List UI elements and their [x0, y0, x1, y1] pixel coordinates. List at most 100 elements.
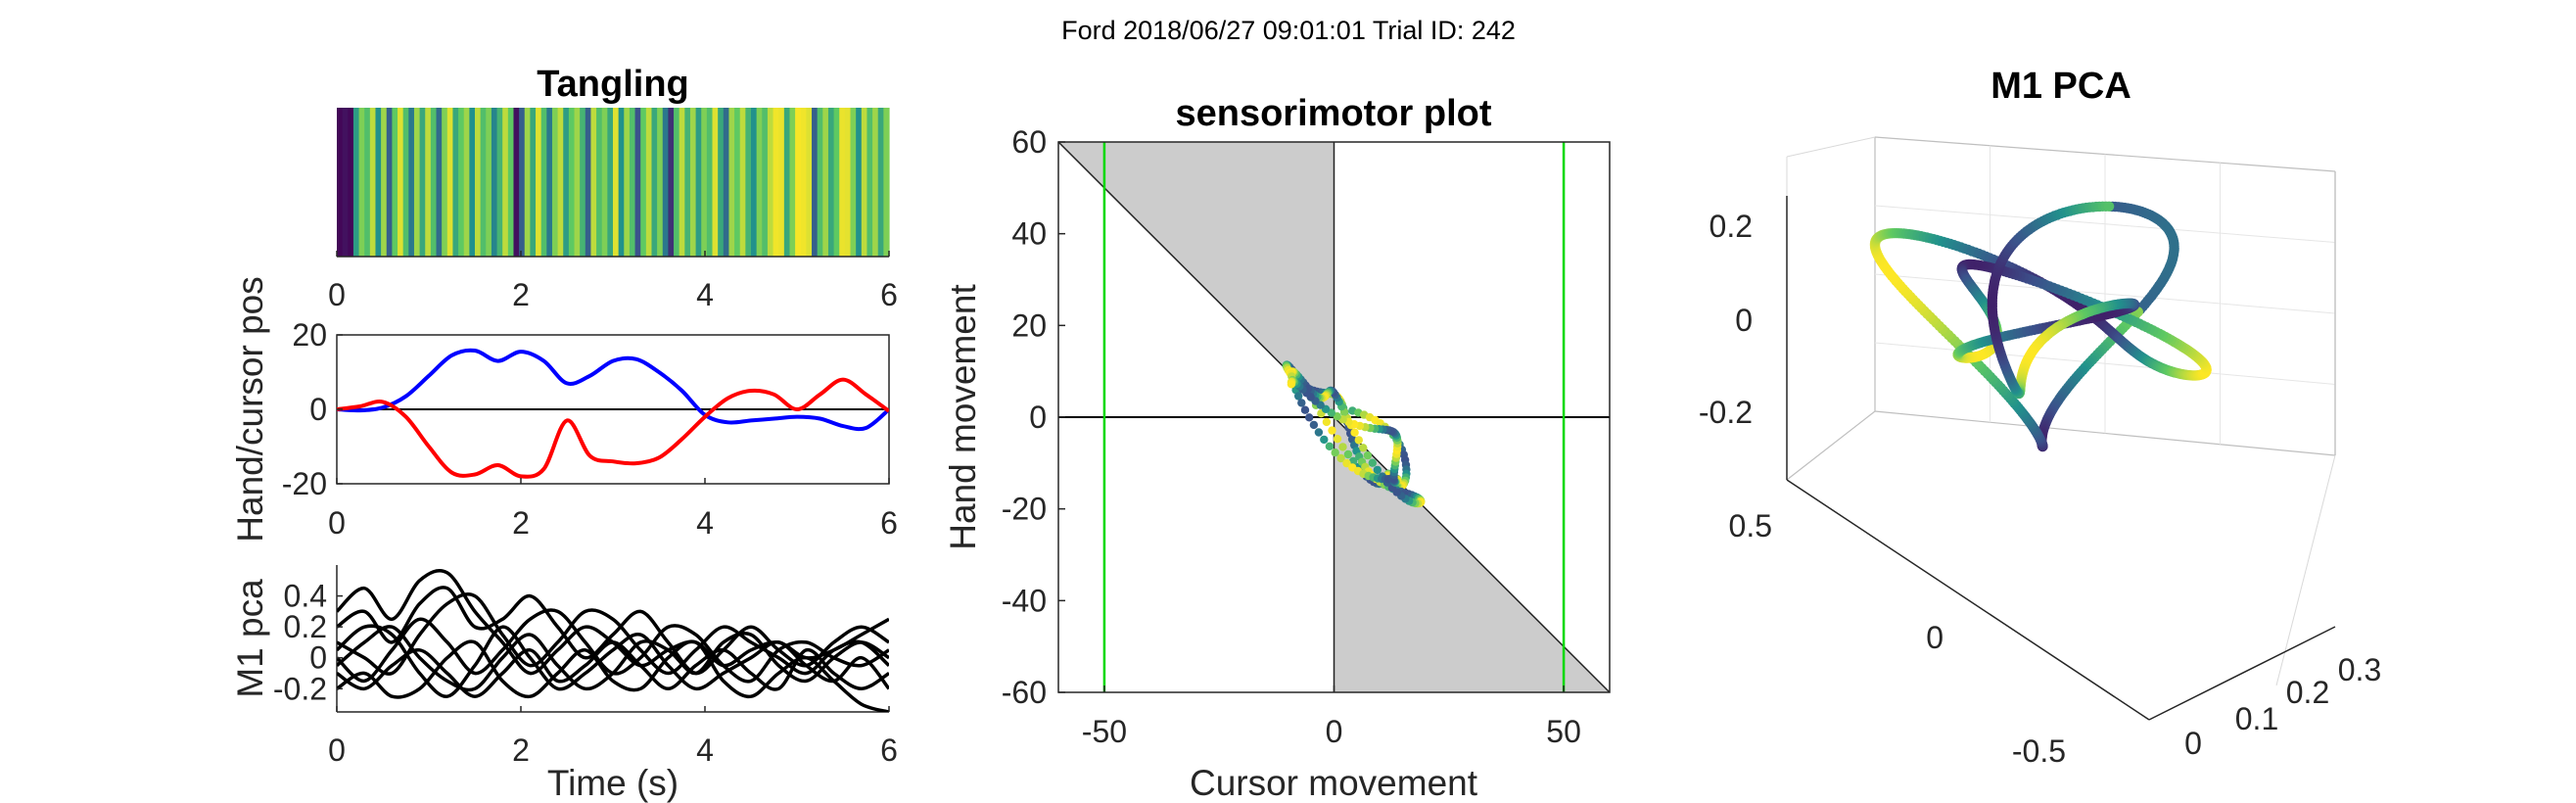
- tangling-cell: [827, 108, 835, 257]
- m1-pca-trace: [337, 625, 889, 692]
- hand-position-line: [337, 348, 889, 432]
- 3d-floor-edge: [1786, 410, 1876, 481]
- tangling-cell: [674, 108, 680, 257]
- tangling-cell: [568, 108, 576, 257]
- tangling-cell: [723, 108, 730, 257]
- tangling-cell: [624, 108, 631, 257]
- tangling-cell: [850, 108, 857, 257]
- m1-pca-3d-y-tick-label: 0.3: [2338, 652, 2381, 687]
- m1-pca-y-tick-label: 0.2: [284, 609, 327, 644]
- tangling-cell: [634, 108, 641, 257]
- sensorimotor-y-tick-label: -40: [1002, 583, 1047, 618]
- m1-pca-3d-ticks: -0.200.2-0.500.500.10.20.3: [1699, 209, 2381, 769]
- tangling-cell: [706, 108, 714, 257]
- 3d-side-edge: [1786, 136, 1876, 158]
- tangling-cell: [817, 108, 823, 257]
- tangling-cell: [800, 108, 807, 257]
- m1-pca-3d-panel: M1 PCA -0.200.2-0.500.500.10.20.3: [1699, 66, 2381, 769]
- tangling-cell: [607, 108, 614, 257]
- sensorimotor-point: [1354, 436, 1364, 445]
- m1-pca-y-tick-label: -0.2: [273, 671, 327, 706]
- sensorimotor-point: [1350, 428, 1359, 437]
- tangling-cell: [866, 108, 873, 257]
- tangling-cell: [883, 108, 890, 257]
- sensorimotor-y-tick-label: 40: [1011, 216, 1047, 252]
- sensorimotor-x-label: Cursor movement: [1190, 763, 1478, 803]
- tangling-cell: [392, 108, 398, 257]
- sensorimotor-point: [1294, 392, 1303, 401]
- tangling-cell: [662, 108, 669, 257]
- tangling-cell: [364, 108, 371, 257]
- position-x-tick-label: 0: [328, 505, 346, 541]
- m1-pca-3d-y-tick-label: 0: [2184, 726, 2202, 761]
- sensorimotor-point: [1320, 435, 1329, 445]
- tangling-cell: [369, 108, 377, 257]
- m1-pca-y-tick-label: 0: [309, 640, 327, 676]
- tangling-cell: [689, 108, 697, 257]
- position-y-tick-label: -20: [282, 466, 327, 501]
- tangling-cell: [756, 108, 763, 257]
- 3d-floor-edge: [2275, 454, 2336, 686]
- tangling-cell: [386, 108, 393, 257]
- sensorimotor-y-tick-label: -60: [1002, 675, 1047, 710]
- tangling-cell: [442, 108, 448, 257]
- tangling-cell: [833, 108, 840, 257]
- tangling-x-tick-label: 6: [880, 277, 898, 312]
- tangling-cell: [557, 108, 564, 257]
- tangling-cell: [695, 108, 702, 257]
- tangling-cell: [718, 108, 725, 257]
- tangling-cell: [751, 108, 758, 257]
- tangling-cell: [402, 108, 409, 257]
- tangling-cell: [463, 108, 470, 257]
- tangling-cell: [789, 108, 796, 257]
- tangling-cell: [469, 108, 476, 257]
- sensorimotor-ticks: -50 0 50 -60 -40 -20 0 20 40 60: [1002, 124, 1581, 749]
- tangling-cell: [452, 108, 459, 257]
- tangling-cell: [778, 108, 785, 257]
- sensorimotor-y-tick-label: -20: [1002, 492, 1047, 527]
- tangling-x-tick-label: 4: [696, 277, 714, 312]
- m1-pca-trace: [337, 586, 889, 676]
- tangling-cell: [745, 108, 752, 257]
- tangling-cell: [728, 108, 735, 257]
- tangling-cell: [701, 108, 708, 257]
- m1-pca-3d-points: [1869, 201, 2212, 452]
- tangling-cell: [618, 108, 625, 257]
- sensorimotor-point: [1336, 453, 1345, 463]
- tangling-cell: [337, 108, 344, 257]
- tangling-cell: [822, 108, 829, 257]
- sensorimotor-y-label: Hand movement: [943, 284, 983, 550]
- figure-suptitle: Ford 2018/06/27 09:01:01 Trial ID: 242: [1061, 16, 1516, 45]
- sensorimotor-y-tick-label: 0: [1029, 400, 1047, 435]
- sensorimotor-x-tick-label: 50: [1546, 714, 1581, 749]
- tangling-cell: [856, 108, 863, 257]
- tangling-cell: [734, 108, 741, 257]
- tangling-cell: [348, 108, 354, 257]
- m1-pca-x-tick-label: 4: [696, 732, 714, 768]
- tangling-cell: [524, 108, 531, 257]
- sensorimotor-x-tick-label: 0: [1326, 714, 1343, 749]
- tangling-cell: [872, 108, 879, 257]
- tangling-cell: [712, 108, 719, 257]
- sensorimotor-point: [1363, 450, 1373, 460]
- tangling-cell: [519, 108, 526, 257]
- tangling-cell: [795, 108, 802, 257]
- tangling-cell: [507, 108, 515, 257]
- m1-pca-x-tick-label: 6: [880, 732, 898, 768]
- tangling-cell: [773, 108, 779, 257]
- tangling-cell: [358, 108, 365, 257]
- tangling-cell: [342, 108, 349, 257]
- tangling-cell: [651, 108, 658, 257]
- tangling-cell: [684, 108, 691, 257]
- tangling-cell: [812, 108, 819, 257]
- tangling-panel: Tangling 0 2 4 6: [328, 64, 898, 312]
- tangling-x-tick-label: 0: [328, 277, 346, 312]
- sensorimotor-point: [1300, 405, 1310, 414]
- tangling-cell: [839, 108, 846, 257]
- m1-pca-3d-y-tick-label: 0.1: [2235, 701, 2278, 736]
- tangling-cell: [806, 108, 813, 257]
- m1-pca-3d-point: [2103, 201, 2115, 212]
- m1-pca-3d-z-tick-label: 0.2: [1710, 209, 1753, 244]
